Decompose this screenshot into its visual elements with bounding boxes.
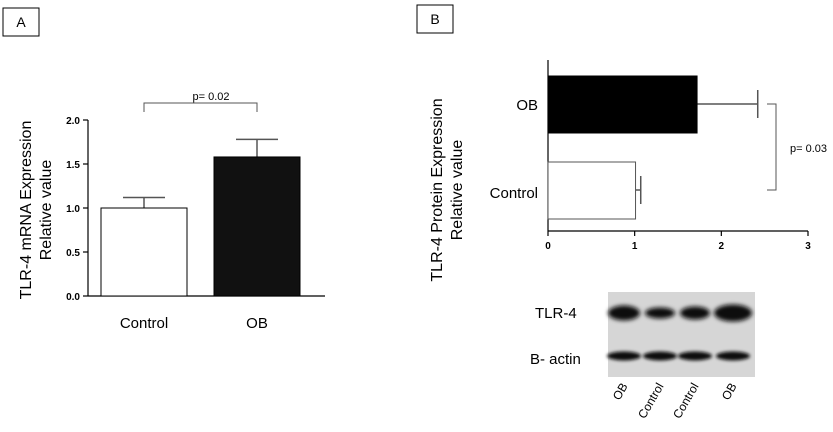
chart-a-bar-control (100, 207, 188, 297)
blot-band-actin (607, 351, 641, 361)
chart-b-category-label: OB (516, 97, 538, 114)
chart-a-category-label: Control (120, 315, 168, 332)
chart-a-ytick-label: 0.5 (66, 248, 80, 259)
chart-b-bar-ob (547, 75, 698, 134)
panel-a-label: A (16, 14, 26, 30)
chart-b-xtick-label: 0 (545, 241, 551, 252)
chart-b-xtick-label: 2 (719, 241, 725, 252)
chart-b-xtick-label: 1 (632, 241, 638, 252)
blot-band-tlr4 (714, 304, 752, 322)
chart-a: TLR-4 mRNA Expression Relative value 0.0… (18, 91, 325, 332)
western-blot: TLR-4 B- actin OB Control Control OB (530, 292, 755, 421)
chart-b: TLR-4 Protein Expression Relative value … (429, 60, 827, 282)
chart-a-ylabel-line2: Relative value (38, 160, 55, 261)
blot-band-tlr4 (608, 305, 640, 321)
chart-a-category-label: OB (246, 315, 268, 332)
blot-band-actin (716, 351, 750, 361)
blot-band-tlr4 (645, 307, 675, 319)
chart-a-pvalue: p= 0.02 (192, 91, 229, 103)
blot-band-actin (643, 351, 677, 361)
blot-lane-label: Control (670, 381, 701, 422)
chart-a-ytick-label: 0.0 (66, 292, 80, 303)
blot-band-actin (678, 351, 712, 361)
chart-b-xlabel-line1: TLR-4 Protein Expression (429, 98, 446, 281)
chart-b-xlabel-line2: Relative value (449, 140, 466, 241)
blot-band-tlr4 (680, 306, 710, 320)
chart-a-ytick-label: 1.5 (66, 160, 80, 171)
blot-lane-label: OB (719, 381, 740, 403)
panel-b-label: B (430, 11, 439, 27)
chart-b-bar-control (547, 161, 637, 220)
chart-b-pvalue: p= 0.03 (790, 143, 827, 155)
chart-a-significance-bracket (143, 102, 258, 112)
blot-row-label-actin: B- actin (530, 351, 581, 368)
blot-lane-label: OB (610, 381, 631, 403)
chart-a-ytick-label: 2.0 (66, 116, 80, 127)
blot-row-label-tlr4: TLR-4 (535, 305, 577, 322)
panel-a-label-box: A (2, 7, 40, 37)
panel-b-label-box: B (416, 4, 454, 34)
chart-a-ytick-label: 1.0 (66, 204, 80, 215)
chart-b-xtick-label: 3 (805, 241, 811, 252)
chart-a-bar-ob (213, 156, 301, 297)
chart-a-ylabel-line1: TLR-4 mRNA Expression (18, 121, 35, 300)
chart-b-significance-bracket (767, 103, 777, 191)
blot-lane-label: Control (635, 381, 666, 422)
chart-b-category-label: Control (490, 185, 538, 202)
